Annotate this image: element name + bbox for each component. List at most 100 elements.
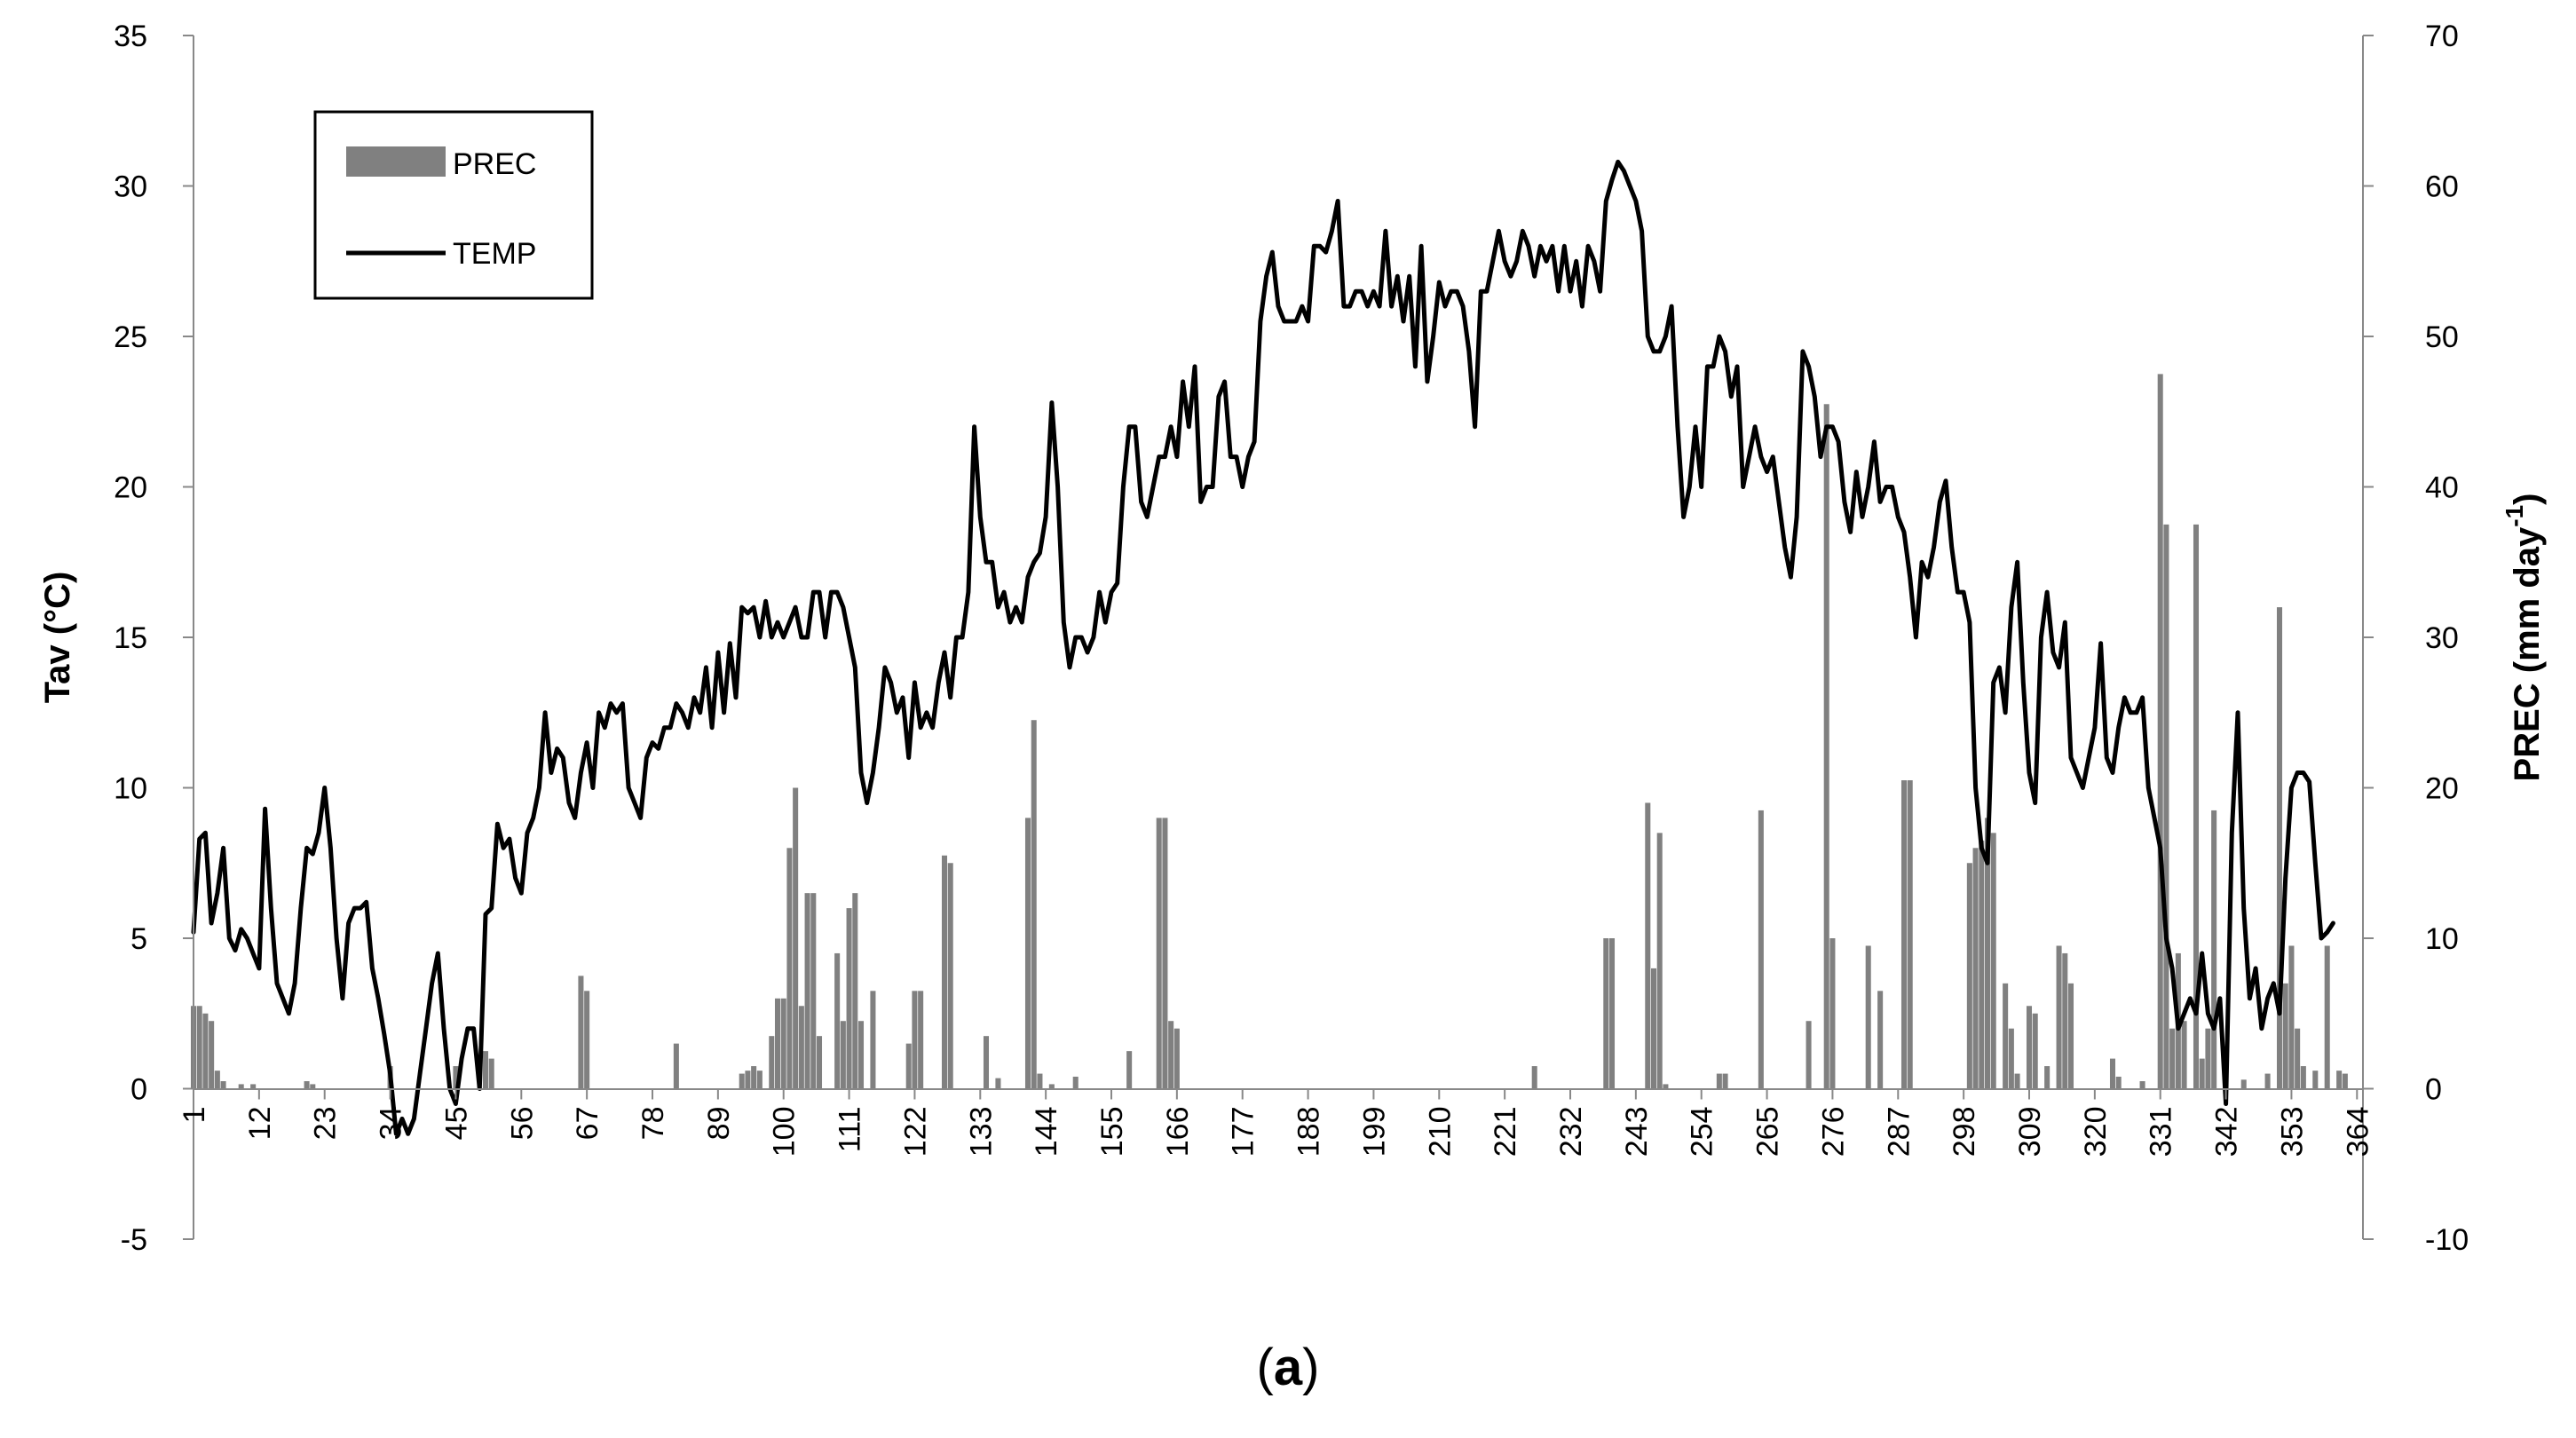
prec-bar xyxy=(947,863,953,1089)
prec-bar xyxy=(2003,983,2009,1089)
prec-bar xyxy=(1829,938,1836,1089)
prec-bar xyxy=(2211,810,2217,1089)
prec-bar xyxy=(1037,1073,1043,1089)
prec-bar xyxy=(2300,1066,2306,1089)
x-tick-label: 221 xyxy=(1489,1107,1522,1158)
x-tick-label: 232 xyxy=(1554,1107,1588,1158)
right-axis-title: PREC (mm day-1) xyxy=(2501,494,2547,782)
prec-bar xyxy=(1072,1076,1079,1089)
left-tick-label: 15 xyxy=(114,621,147,655)
right-tick-label: 20 xyxy=(2425,772,2459,806)
prec-bar xyxy=(196,1006,202,1089)
right-axis-title-main: PREC (mm day xyxy=(2508,526,2547,781)
x-tick-label: 67 xyxy=(571,1107,604,1141)
x-tick-label: 199 xyxy=(1357,1107,1391,1158)
x-tick-label: 56 xyxy=(505,1107,539,1141)
prec-bar xyxy=(769,1036,775,1089)
prec-bar xyxy=(1979,840,1985,1089)
left-tick-label: 25 xyxy=(114,320,147,354)
prec-bar xyxy=(1663,1084,1669,1089)
prec-bar xyxy=(905,1043,912,1089)
prec-bar xyxy=(840,1021,846,1089)
prec-bar xyxy=(488,1058,494,1089)
prec-bar xyxy=(1024,818,1031,1089)
figure-caption: (a) xyxy=(1257,1339,1320,1396)
prec-bar xyxy=(941,855,948,1089)
left-ticks: -5 0 5 10 15 20 25 30 35 xyxy=(114,20,194,1257)
x-tick-label: 100 xyxy=(768,1107,802,1158)
right-tick-label: 50 xyxy=(2425,320,2459,354)
prec-bar xyxy=(1806,1021,1812,1089)
prec-bar xyxy=(250,1084,257,1089)
x-tick-label: 254 xyxy=(1686,1107,1719,1158)
prec-bar xyxy=(584,991,590,1089)
caption-close: ) xyxy=(1302,1339,1319,1396)
prec-bar xyxy=(673,1043,679,1089)
x-tick-label: 342 xyxy=(2210,1107,2244,1158)
prec-bar xyxy=(1531,1066,1537,1089)
x-tick-label: 23 xyxy=(309,1107,343,1141)
prec-bar xyxy=(2044,1066,2051,1089)
prec-bar xyxy=(214,1071,220,1089)
prec-bar xyxy=(2282,983,2288,1089)
x-tick-label: 276 xyxy=(1816,1107,1850,1158)
x-tick-label: 166 xyxy=(1161,1107,1195,1158)
left-axis-title: Tav (°C) xyxy=(38,572,77,704)
right-tick-label: 40 xyxy=(2425,471,2459,505)
prec-bar xyxy=(310,1084,316,1089)
x-tick-label: 122 xyxy=(898,1107,932,1158)
x-tick-label: 243 xyxy=(1620,1107,1654,1158)
prec-bar xyxy=(1865,945,1871,1089)
prec-bar xyxy=(2008,1028,2014,1089)
prec-bar xyxy=(1162,818,1168,1089)
x-tick-label: 34 xyxy=(375,1107,408,1141)
x-tick-label: 111 xyxy=(834,1107,867,1153)
prec-bar xyxy=(209,1021,215,1089)
prec-bar xyxy=(739,1073,745,1089)
legend-temp-label: TEMP xyxy=(453,237,536,271)
prec-bar xyxy=(2264,1073,2271,1089)
prec-bar xyxy=(1603,938,1609,1089)
caption-letter: a xyxy=(1274,1339,1303,1396)
x-tick-label: 331 xyxy=(2145,1107,2178,1158)
prec-bar xyxy=(918,991,924,1089)
x-tick-label: 45 xyxy=(439,1107,473,1141)
x-tick-label: 320 xyxy=(2079,1107,2113,1158)
prec-bar xyxy=(220,1081,226,1089)
x-tick-label: 78 xyxy=(636,1107,670,1141)
left-tick-label: -5 xyxy=(121,1223,147,1257)
prec-bar xyxy=(1608,938,1616,1089)
prec-bar xyxy=(793,787,799,1089)
prec-bar xyxy=(745,1071,751,1089)
prec-bar xyxy=(810,893,817,1089)
prec-bar xyxy=(1990,833,1996,1089)
prec-bar xyxy=(870,991,876,1089)
x-tick-label: 144 xyxy=(1030,1107,1063,1158)
right-tick-label: 0 xyxy=(2425,1073,2442,1107)
prec-bar xyxy=(756,1071,763,1089)
prec-bar xyxy=(1984,818,1991,1089)
prec-bar xyxy=(1168,1021,1174,1089)
x-ticks: 1 12 23 34 45 56 67 78 89 100 111 122 133 144 155 166 17… xyxy=(178,1088,2375,1158)
prec-bar xyxy=(2067,983,2074,1089)
prec-bar xyxy=(857,1021,865,1089)
prec-bar xyxy=(2163,524,2169,1089)
left-tick-label: 10 xyxy=(114,772,147,806)
prec-bar xyxy=(1966,863,1972,1089)
prec-bar xyxy=(1716,1073,1722,1089)
x-tick-label: 133 xyxy=(964,1107,998,1158)
prec-bar xyxy=(1758,810,1764,1089)
prec-bar xyxy=(1972,848,1979,1089)
prec-bar xyxy=(202,1013,209,1089)
prec-bar xyxy=(751,1066,757,1089)
prec-bar xyxy=(1650,968,1657,1089)
prec-bar xyxy=(774,998,781,1089)
x-tick-label: 364 xyxy=(2341,1107,2375,1158)
prec-bars xyxy=(190,374,2348,1089)
prec-bar xyxy=(2157,374,2163,1089)
prec-bar xyxy=(995,1078,1001,1089)
right-tick-label: 30 xyxy=(2425,621,2459,655)
x-tick-label: 177 xyxy=(1227,1107,1260,1158)
left-tick-label: 5 xyxy=(130,922,147,956)
